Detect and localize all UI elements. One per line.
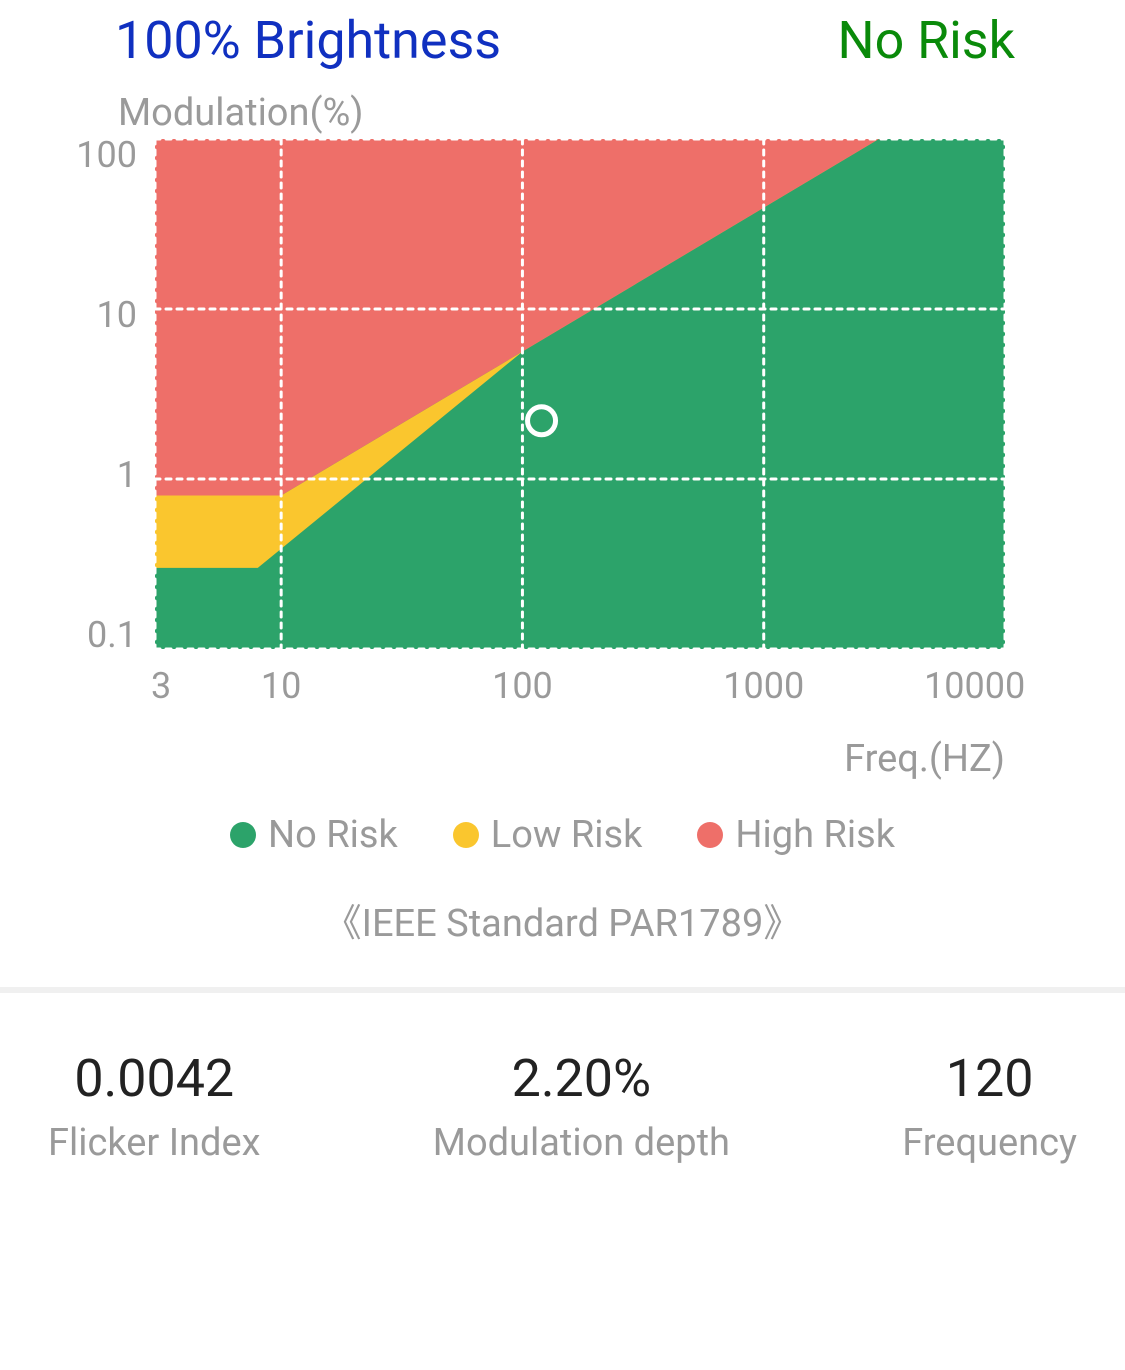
legend-dot-icon — [453, 822, 479, 848]
risk-status: No Risk — [837, 10, 1015, 71]
x-axis-label: Freq.(HZ) — [0, 737, 1125, 781]
y-tick: 10 — [97, 297, 137, 333]
metric-label: Frequency — [902, 1121, 1077, 1165]
y-tick: 100 — [76, 137, 137, 173]
metric-value: 2.20% — [512, 1048, 651, 1109]
risk-chart-svg — [155, 139, 1005, 649]
standard-caption: 《IEEE Standard PAR1789》 — [0, 892, 1125, 987]
brightness-title: 100% Brightness — [115, 10, 501, 71]
metric-flicker-index: 0.0042 Flicker Index — [48, 1048, 260, 1165]
x-axis-ticks: 310100100010000 — [0, 665, 1005, 709]
y-tick: 0.1 — [87, 617, 137, 653]
flicker-risk-panel: 100% Brightness No Risk Modulation(%) 10… — [0, 0, 1125, 1370]
risk-chart — [155, 139, 1005, 649]
metric-label: Flicker Index — [48, 1121, 260, 1165]
chart-row: 100 10 1 0.1 — [0, 139, 1125, 653]
legend-label: High Risk — [735, 813, 895, 857]
x-tick: 10 — [261, 665, 301, 707]
y-axis-label: Modulation(%) — [0, 71, 1125, 139]
legend: No Risk Low Risk High Risk — [0, 813, 1125, 857]
x-tick: 100 — [492, 665, 553, 707]
legend-label: No Risk — [268, 813, 398, 857]
metric-frequency: 120 Frequency — [902, 1048, 1077, 1165]
metric-label: Modulation depth — [433, 1121, 730, 1165]
y-tick: 1 — [117, 457, 137, 493]
y-axis-ticks: 100 10 1 0.1 — [0, 137, 155, 653]
legend-item-low-risk: Low Risk — [453, 813, 643, 857]
metric-value: 120 — [946, 1048, 1034, 1109]
legend-item-high-risk: High Risk — [697, 813, 895, 857]
x-tick: 3 — [151, 665, 171, 707]
metric-value: 0.0042 — [74, 1048, 234, 1109]
legend-label: Low Risk — [491, 813, 643, 857]
legend-item-no-risk: No Risk — [230, 813, 398, 857]
x-tick: 10000 — [924, 665, 1025, 707]
legend-dot-icon — [230, 822, 256, 848]
metrics-row: 0.0042 Flicker Index 2.20% Modulation de… — [0, 993, 1125, 1165]
legend-dot-icon — [697, 822, 723, 848]
header: 100% Brightness No Risk — [0, 0, 1125, 71]
metric-modulation-depth: 2.20% Modulation depth — [433, 1048, 730, 1165]
x-tick: 1000 — [723, 665, 804, 707]
